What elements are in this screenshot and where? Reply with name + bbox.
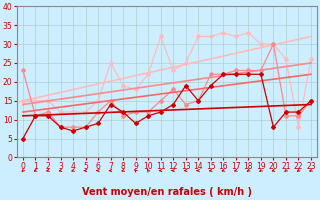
X-axis label: Vent moyen/en rafales ( km/h ): Vent moyen/en rafales ( km/h ) bbox=[82, 187, 252, 197]
